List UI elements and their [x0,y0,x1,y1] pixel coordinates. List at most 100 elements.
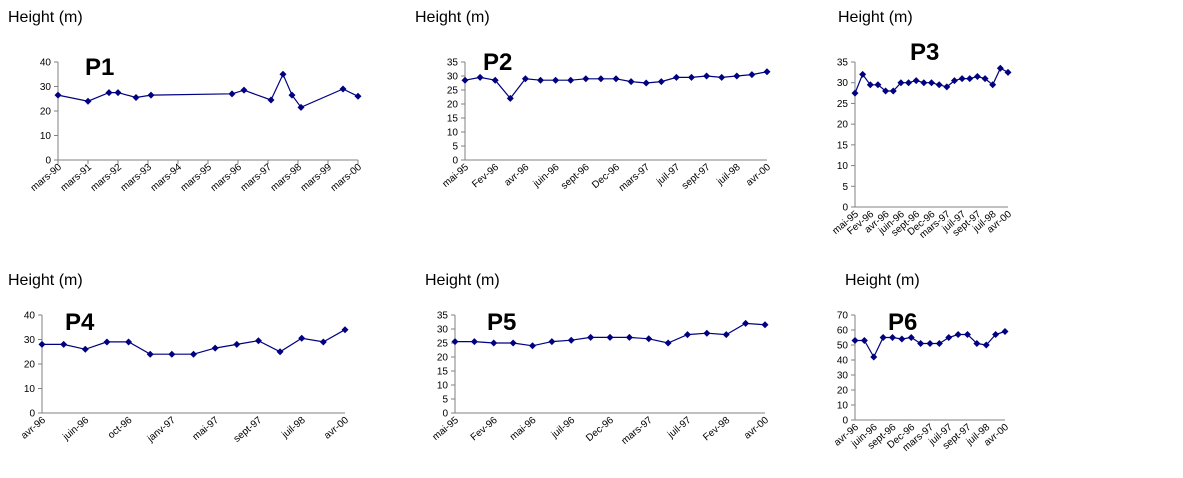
y-tick-label: 20 [447,100,459,111]
point-marker [860,337,868,344]
y-axis-label: Height (m) [8,272,83,289]
point-marker [582,75,590,83]
point-marker [354,92,362,100]
y-tick-label: 30 [837,78,849,89]
x-tick-label: Fev-96 [470,162,501,191]
x-tick-label: mars-00 [329,162,365,194]
point-marker [898,335,906,343]
x-tick-label: juin-96 [60,415,91,444]
y-tick-label: 25 [437,339,449,350]
point-marker [470,338,478,346]
y-tick-label: 30 [837,371,849,382]
y-tick-label: 10 [837,401,849,412]
x-tick-label: mars-98 [269,162,305,194]
point-marker [548,338,556,346]
point-marker [506,94,514,102]
point-marker [279,70,287,78]
point-marker [748,71,756,79]
point-marker [703,329,711,337]
y-tick-label: 40 [837,356,849,367]
point-marker [905,79,913,87]
point-marker [627,78,635,86]
x-tick-label: mars-97 [620,415,656,447]
point-marker [889,334,896,341]
point-marker [288,91,296,99]
point-marker [567,76,575,84]
y-tick-label: 30 [447,72,459,83]
point-marker [190,350,197,358]
y-tick-label: 10 [837,161,849,172]
point-marker [529,342,536,350]
y-tick-label: 10 [24,384,36,395]
y-tick-label: 5 [452,142,458,153]
y-tick-label: 10 [40,131,52,142]
y-axis-label: Height (m) [845,272,920,289]
point-marker [240,86,248,94]
point-marker [125,338,133,346]
x-tick-label: juil-97 [654,162,683,189]
x-tick-label: oct-96 [106,415,135,442]
point-marker [297,103,305,111]
chart-title: P6 [888,309,917,336]
x-tick-label: juil-97 [665,415,694,442]
y-tick-label: 15 [837,140,849,151]
point-marker [664,339,672,347]
point-marker [763,68,771,76]
point-marker [490,339,498,347]
point-marker [973,340,981,347]
y-tick-label: 0 [452,156,458,167]
point-marker [897,79,905,87]
chart-title: P5 [487,309,516,336]
x-tick-label: mars-94 [149,162,185,194]
y-tick-label: 25 [447,86,459,97]
y-tick-label: 20 [437,353,449,364]
point-marker [950,77,958,85]
point-marker [84,97,92,105]
y-tick-label: 0 [842,203,848,214]
point-marker [966,75,974,83]
point-marker [642,79,650,87]
point-marker [912,77,920,85]
point-marker [703,72,711,80]
y-tick-label: 70 [837,311,849,322]
y-tick-label: 30 [40,82,52,93]
point-marker [476,73,484,81]
point-marker [461,76,469,84]
point-marker [645,335,653,343]
x-tick-label: janv-97 [145,415,178,445]
chart-title: P1 [85,54,114,81]
x-tick-label: mars-95 [179,162,215,194]
y-tick-label: 35 [437,311,449,322]
point-marker [851,89,859,97]
x-tick-label: Fev-98 [701,415,732,444]
y-axis-label: Height (m) [415,9,490,26]
y-axis-label: Height (m) [8,9,83,26]
point-marker [228,90,236,98]
y-tick-label: 25 [837,99,849,110]
x-tick-label: mai-96 [508,415,539,443]
point-marker [1004,68,1012,76]
point-marker [935,81,943,89]
point-marker [147,91,155,99]
y-tick-label: 30 [24,335,36,346]
y-tick-label: 5 [842,182,848,193]
x-tick-label: mars-99 [299,162,335,194]
y-axis-label: Height (m) [425,272,500,289]
point-marker [105,89,113,97]
y-tick-label: 35 [447,58,459,69]
chart-title: P2 [483,49,512,76]
y-tick-label: 40 [24,311,36,322]
y-tick-label: 0 [442,409,448,420]
point-marker [851,337,859,344]
x-tick-label: juil-98 [279,415,308,442]
point-marker [926,340,934,347]
y-tick-label: 50 [837,341,849,352]
x-tick-label: mars-93 [119,162,155,194]
point-marker [982,341,990,349]
x-tick-label: mars-91 [59,162,95,194]
point-marker [1001,328,1009,335]
x-tick-label: avr-00 [742,415,771,442]
point-marker [742,319,750,327]
